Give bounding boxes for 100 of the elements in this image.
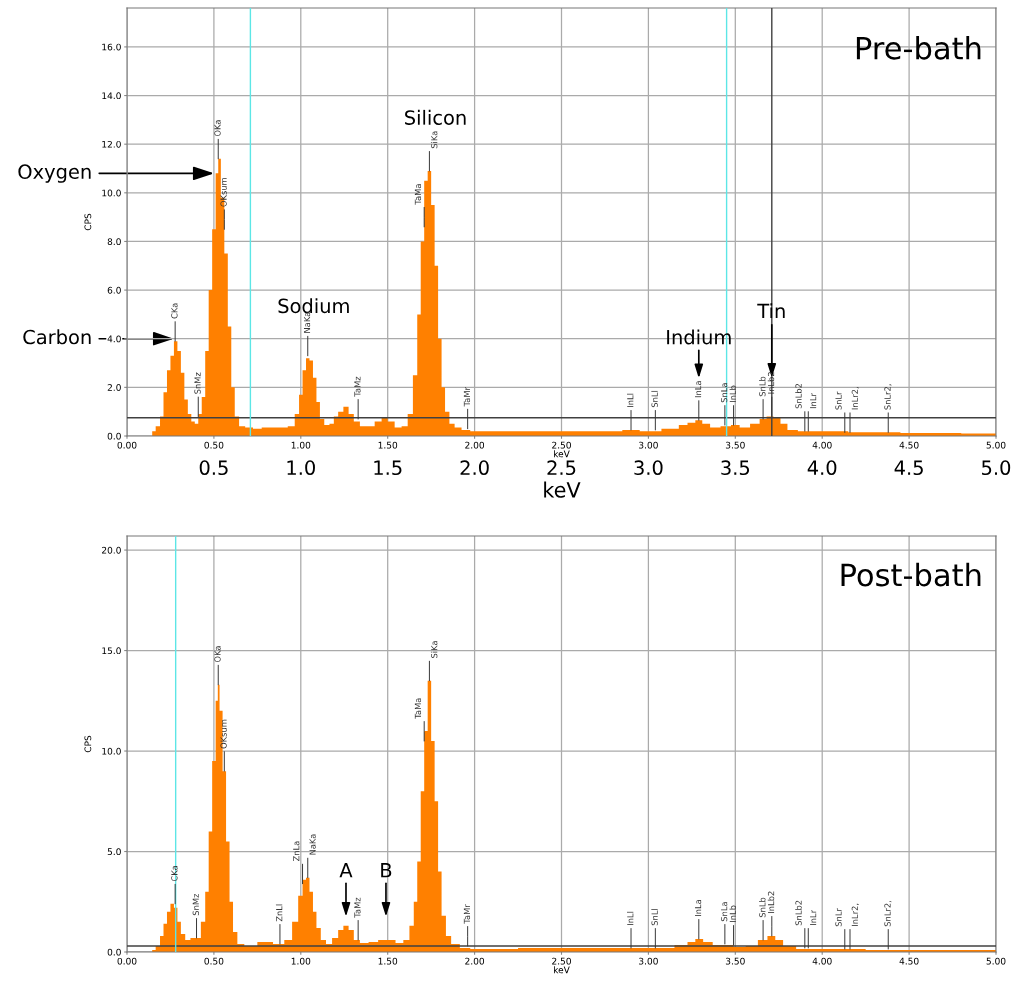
- x2-tick-label: 1.0: [287, 460, 315, 476]
- annotation: Carbon: [23, 329, 91, 345]
- annotation: OKsum: [220, 178, 227, 207]
- x2-tick-label: 2.5: [547, 460, 576, 476]
- y-tick-label: 8.0: [107, 238, 121, 246]
- x-tick-label: 5.00: [986, 957, 1006, 965]
- annotation: InLr2,: [851, 387, 859, 410]
- x-tick-label: 0.50: [204, 441, 224, 449]
- annotation: InLl: [626, 911, 634, 925]
- annotation: SnLa: [720, 383, 728, 403]
- x-tick-label: 3.50: [725, 441, 745, 449]
- y-tick-label: 4.0: [107, 335, 121, 343]
- annotation: SiKa: [430, 641, 438, 658]
- x-tick-label: 2.50: [552, 957, 571, 965]
- annotation: SnLb2: [795, 900, 802, 926]
- x-tick-label: 1.50: [378, 957, 398, 965]
- x2-tick-label: 5.0: [982, 460, 1011, 476]
- x-tick-label: 2.50: [552, 441, 571, 449]
- annotation: SiKa: [430, 131, 438, 149]
- annotation: NaKa: [303, 312, 311, 333]
- annotation: CKa: [171, 303, 178, 319]
- y-tick-label: 5.0: [107, 848, 121, 856]
- text: Post-bath: [841, 562, 981, 587]
- annotation: Silicon: [405, 109, 466, 125]
- x-axis-title: keV: [554, 450, 570, 458]
- x-tick-label: 3.00: [639, 441, 658, 449]
- annotation: ZnLl: [275, 904, 283, 922]
- annotation: InLb: [729, 905, 736, 922]
- x-tick-label: 4.00: [812, 441, 832, 449]
- x-tick-label: 4.50: [899, 957, 919, 965]
- annotation: InLa: [695, 381, 702, 398]
- y-tick-label: 10.0: [102, 189, 121, 197]
- y-tick-label: 15.0: [102, 647, 121, 655]
- annotation: Sodium: [278, 298, 349, 314]
- y-tick-label: 10.0: [102, 747, 121, 755]
- y-tick-label: 12.0: [102, 140, 121, 148]
- x-tick-label: 2.00: [465, 441, 485, 449]
- y-axis-title: CPS: [84, 735, 92, 753]
- annotation: OKsum: [220, 719, 227, 749]
- annotation: SnMz: [192, 893, 199, 916]
- y-tick-label: 0.0: [107, 948, 121, 956]
- annotation: InLa: [695, 899, 702, 916]
- x-tick-label: 0.00: [117, 441, 137, 449]
- y-tick-label: 20.0: [102, 546, 121, 554]
- annotation: SnLr2,: [884, 900, 892, 927]
- x2-tick-label: 3.5: [721, 460, 750, 476]
- x-tick-label: 3.50: [725, 957, 745, 965]
- annotation: SnLb: [759, 376, 766, 397]
- x-axis-title: keV: [554, 966, 570, 974]
- y-tick-label: 2.0: [107, 384, 121, 391]
- y-tick-label: 14.0: [102, 92, 121, 100]
- annotation: TaMa: [414, 698, 422, 719]
- y-tick-label: 16.0: [102, 43, 121, 51]
- x2-tick-label: 0.5: [199, 460, 228, 476]
- x-tick-label: 1.00: [291, 957, 311, 965]
- annotation: SnLa: [720, 902, 728, 922]
- annotation: ZnLa: [293, 841, 300, 862]
- annotation: CKa: [171, 866, 178, 882]
- annotation: B: [381, 863, 392, 878]
- x-tick-label: 0.00: [117, 957, 137, 965]
- annotation: SnLr2,: [884, 384, 892, 410]
- x-tick-label: 4.00: [812, 957, 832, 965]
- annotation: SnLb2: [795, 383, 802, 409]
- x2-axis-title: keV: [544, 481, 581, 498]
- y-tick-label: 6.0: [107, 286, 121, 294]
- annotation: SnLl: [651, 390, 658, 408]
- x-tick-label: 1.00: [291, 441, 311, 449]
- x-tick-label: 4.50: [899, 441, 919, 449]
- annotation: A: [339, 863, 353, 878]
- annotation: TaMr: [463, 904, 471, 924]
- text: Pre-bath: [856, 36, 981, 60]
- x2-tick-label: 2.0: [460, 460, 489, 476]
- annotation: InLr2,: [851, 903, 859, 926]
- annotation: InLb2: [767, 891, 775, 913]
- annotation: OKa: [214, 646, 221, 663]
- annotation: TaMr: [463, 387, 471, 407]
- annotation: InLr: [810, 909, 817, 925]
- x-tick-label: 0.50: [204, 957, 224, 965]
- annotation: OKa: [214, 120, 221, 137]
- annotation: Oxygen: [18, 164, 91, 183]
- annotation: InLb: [729, 385, 736, 403]
- x2-tick-label: 4.5: [894, 460, 923, 476]
- x-tick-label: 5.00: [986, 441, 1006, 449]
- x-tick-label: 3.00: [639, 957, 658, 965]
- y-tick-label: 0.0: [107, 432, 121, 440]
- x2-tick-label: 4.0: [807, 460, 837, 476]
- annotation: SnLr: [835, 908, 842, 927]
- annotation: InLb2: [767, 372, 775, 394]
- y-axis-title: CPS: [84, 213, 92, 231]
- annotation: InLr: [810, 393, 817, 409]
- annotation: TaMz: [354, 897, 361, 918]
- annotation: SnLb: [759, 897, 766, 918]
- annotation: TaMa: [414, 184, 422, 205]
- x2-tick-label: 3.0: [634, 460, 663, 476]
- annotation: SnLl: [651, 909, 658, 926]
- annotation: SnLr: [835, 391, 842, 410]
- annotation: InLl: [626, 393, 634, 407]
- x-tick-label: 2.00: [465, 957, 485, 965]
- x2-tick-label: 1.5: [374, 460, 402, 476]
- annotation: SnMz: [194, 372, 201, 394]
